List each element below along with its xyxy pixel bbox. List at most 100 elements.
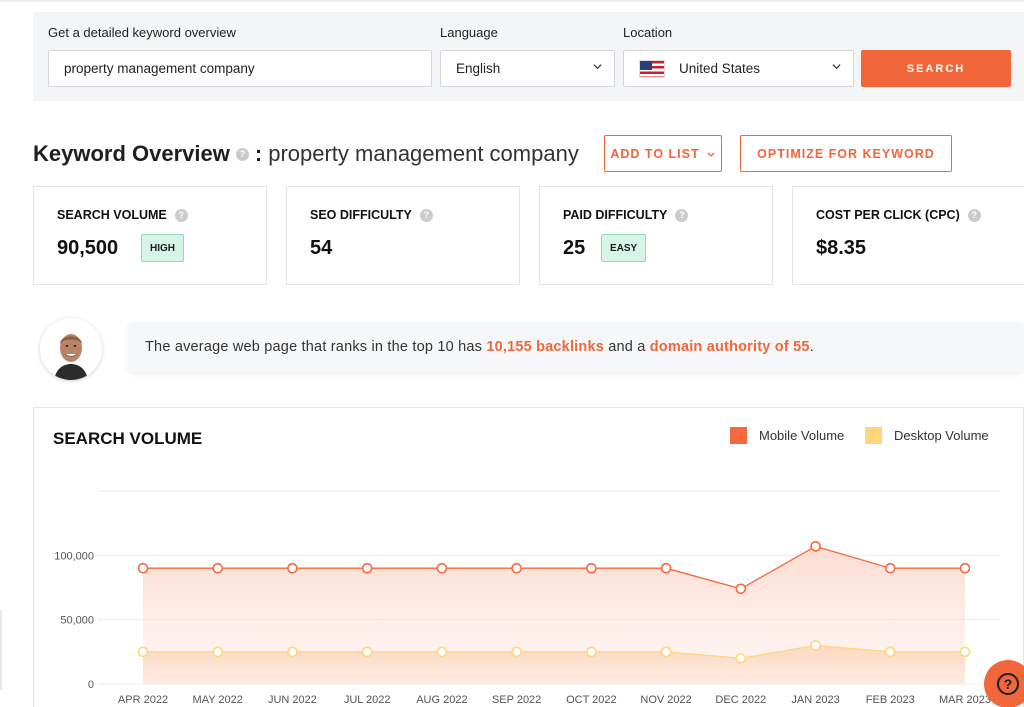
- help-icon[interactable]: ?: [235, 147, 249, 161]
- x-tick-label: APR 2022: [118, 694, 168, 706]
- language-select-value: English: [456, 61, 501, 76]
- chevron-down-icon: [707, 152, 715, 157]
- desktop-volume-point: [361, 646, 373, 658]
- optimize-keyword-button[interactable]: OPTIMIZE FOR KEYWORD: [740, 135, 952, 172]
- keyword-search-panel: Get a detailed keyword overview property…: [33, 12, 1024, 101]
- chart-title: SEARCH VOLUME: [53, 429, 203, 448]
- keyword-field-label: Get a detailed keyword overview: [48, 25, 236, 40]
- mobile-volume-point: [586, 562, 597, 574]
- top-divider: [0, 0, 1024, 2]
- mobile-volume-point: [660, 562, 672, 574]
- location-select-value: United States: [679, 61, 761, 76]
- insight-text: and a: [603, 339, 650, 355]
- location-field-label: Location: [623, 25, 673, 40]
- mobile-volume-point: [361, 562, 373, 574]
- domain-authority-highlight: domain authority of 55: [649, 339, 810, 355]
- x-tick-label: FEB 2023: [866, 694, 915, 706]
- chevron-down-icon: [832, 64, 841, 70]
- mobile-volume-point: [959, 562, 971, 574]
- x-tick-label: JUL 2022: [344, 694, 391, 706]
- insight-text: The average web page that ranks in the t…: [145, 339, 487, 355]
- x-tick-label: SEP 2022: [492, 694, 541, 706]
- search-volume-chart: 0 50,000 100,000 APR 2022 MAY 2022 JUN 2022 JU…: [54, 490, 1000, 706]
- language-select[interactable]: English: [440, 50, 615, 87]
- person-avatar-icon: [40, 318, 102, 380]
- mobile-volume-point: [884, 562, 896, 574]
- mobile-volume-point: [137, 562, 149, 574]
- metric-title: PAID DIFFICULTY: [563, 208, 668, 222]
- seo-difficulty-title: SEO DIFFICULTY?: [310, 208, 433, 222]
- help-icon[interactable]: ?: [419, 208, 433, 222]
- search-volume-value: 90,500: [57, 237, 119, 259]
- question-icon: ?: [997, 673, 1019, 695]
- x-tick-label: JAN 2023: [791, 694, 839, 706]
- desktop-volume-point: [660, 646, 672, 658]
- insight-text: .: [809, 339, 814, 355]
- desktop-volume-point: [212, 646, 224, 658]
- metric-title: COST PER CLICK (CPC): [816, 208, 960, 222]
- x-tick-label: NOV 2022: [640, 694, 691, 706]
- mobile-volume-line: [143, 545, 965, 590]
- language-field-label: Language: [440, 25, 498, 40]
- help-icon[interactable]: ?: [967, 208, 981, 222]
- x-tick-label: AUG 2022: [416, 694, 467, 706]
- search-button[interactable]: SEARCH: [861, 50, 1011, 87]
- add-to-list-button[interactable]: ADD TO LIST: [604, 135, 722, 172]
- keyword-input-value: property management company: [64, 61, 255, 76]
- mobile-volume-point: [436, 562, 448, 574]
- search-volume-card: SEARCH VOLUME? 90,500 HIGH: [33, 186, 267, 285]
- backlinks-highlight: 10,155 backlinks: [486, 339, 604, 355]
- mobile-volume-point: [511, 562, 522, 574]
- desktop-volume-point: [810, 640, 821, 651]
- x-tick-label: JUN 2022: [268, 694, 317, 706]
- legend-desktop[interactable]: Desktop Volume: [865, 427, 989, 444]
- y-tick-label: 50,000: [60, 615, 94, 627]
- metric-title: SEO DIFFICULTY: [310, 208, 412, 222]
- mobile-volume-point: [212, 562, 224, 574]
- title-separator: :: [254, 141, 263, 166]
- search-volume-chart-card: SEARCH VOLUME Mobile Volume Desktop Volu…: [33, 407, 1024, 707]
- desktop-volume-point: [511, 646, 522, 658]
- legend-mobile[interactable]: Mobile Volume: [730, 427, 844, 444]
- desktop-volume-point: [586, 646, 597, 658]
- paid-difficulty-card: PAID DIFFICULTY? 25 EASY: [539, 186, 773, 285]
- paid-difficulty-value: 25: [563, 237, 586, 259]
- metric-title: SEARCH VOLUME: [57, 208, 167, 222]
- desktop-volume-point: [884, 646, 896, 658]
- seo-difficulty-card: SEO DIFFICULTY? 54: [286, 186, 520, 285]
- difficulty-level-badge: EASY: [601, 234, 647, 262]
- x-tick-label: OCT 2022: [566, 694, 617, 706]
- x-tick-label: DEC 2022: [715, 694, 766, 706]
- location-select[interactable]: United States: [623, 50, 854, 87]
- cpc-card: COST PER CLICK (CPC)? $8.35: [792, 186, 1024, 285]
- overview-keyword: property management company: [268, 141, 579, 166]
- help-chat-button[interactable]: ?: [984, 660, 1024, 707]
- desktop-volume-point: [287, 646, 298, 658]
- page-title: Keyword Overview ? : property management…: [33, 141, 579, 167]
- overview-heading: Keyword Overview: [33, 141, 230, 166]
- help-icon[interactable]: ?: [675, 208, 689, 222]
- cpc-value: $8.35: [816, 237, 867, 259]
- help-icon[interactable]: ?: [174, 208, 188, 222]
- y-tick-label: 0: [88, 679, 94, 691]
- legend-mobile-swatch: [730, 427, 747, 444]
- backlink-insight-banner: The average web page that ranks in the t…: [128, 322, 1024, 372]
- search-volume-title: SEARCH VOLUME?: [57, 208, 188, 222]
- mobile-volume-point: [735, 583, 747, 595]
- keyword-input[interactable]: property management company: [48, 50, 432, 87]
- legend-desktop-label: Desktop Volume: [894, 428, 989, 443]
- mobile-volume-area: [143, 546, 965, 684]
- cpc-title: COST PER CLICK (CPC)?: [816, 208, 981, 222]
- desktop-volume-point: [959, 646, 971, 658]
- desktop-volume-point: [137, 646, 149, 658]
- volume-level-badge: HIGH: [141, 234, 184, 262]
- legend-desktop-swatch: [865, 427, 882, 444]
- add-to-list-label: ADD TO LIST: [610, 146, 700, 161]
- paid-difficulty-title: PAID DIFFICULTY?: [563, 208, 689, 222]
- y-tick-label: 100,000: [54, 550, 94, 562]
- desktop-volume-point: [735, 652, 747, 664]
- seo-difficulty-value: 54: [310, 237, 333, 259]
- chevron-down-icon: [593, 64, 602, 70]
- desktop-volume-line: [143, 644, 965, 659]
- scroll-edge: [0, 610, 2, 690]
